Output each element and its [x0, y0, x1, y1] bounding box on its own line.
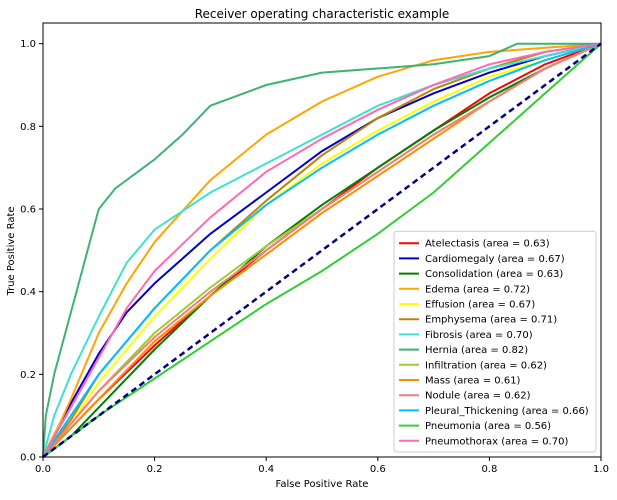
legend-entry-13: Pneumothorax (area = 0.70) — [425, 436, 568, 447]
legend-entry-3: Edema (area = 0.72) — [425, 284, 530, 295]
reference-diagonal-line — [42, 42, 602, 459]
roc-line-11 — [42, 42, 602, 458]
x-tick-label-1: 0.2 — [147, 464, 163, 475]
roc-line-1 — [42, 42, 602, 458]
chart-title: Receiver operating characteristic exampl… — [195, 7, 450, 21]
x-tick-label-0: 0.0 — [35, 464, 51, 475]
x-tick-label-5: 1.0 — [593, 464, 609, 475]
y-axis-label: True Positive Rate — [6, 206, 17, 296]
legend-entry-12: Pneumonia (area = 0.56) — [425, 421, 551, 432]
x-axis-label: False Positive Rate — [276, 479, 369, 490]
axes: 0.0 0.2 0.4 0.6 0.8 1.0 0.0 0.2 0.4 0.6 0.8 1.0 — [20, 22, 609, 475]
legend-entry-8: Infiltration (area = 0.62) — [425, 360, 547, 371]
y-tick-label-2: 0.4 — [20, 287, 36, 298]
y-tick-label-0: 0.0 — [20, 453, 36, 464]
y-tick-label-1: 0.2 — [20, 370, 36, 381]
legend-entry-2: Consolidation (area = 0.63) — [425, 269, 563, 280]
legend-entry-11: Pleural_Thickening (area = 0.66) — [425, 406, 589, 417]
legend-entry-7: Hernia (area = 0.82) — [425, 345, 528, 356]
x-tick-label-2: 0.4 — [258, 464, 274, 475]
roc-line-13 — [42, 42, 602, 458]
y-tick-label-3: 0.6 — [20, 205, 36, 216]
roc-line-2 — [42, 42, 602, 458]
roc-line-6 — [42, 42, 602, 458]
legend-entry-4: Effusion (area = 0.67) — [425, 300, 535, 311]
roc-line-7 — [42, 42, 601, 458]
y-tick-label-5: 1.0 — [20, 39, 36, 50]
roc-line-4 — [42, 42, 602, 458]
x-tick-label-4: 0.8 — [481, 464, 497, 475]
x-tick-label-3: 0.6 — [370, 464, 386, 475]
axes-frame — [42, 22, 602, 458]
roc-line-10 — [42, 42, 602, 458]
roc-line-3 — [42, 42, 602, 458]
legend-entry-1: Cardiomegaly (area = 0.67) — [425, 254, 565, 265]
legend-entry-10: Nodule (area = 0.62) — [425, 391, 531, 402]
legend-entry-0: Atelectasis (area = 0.63) — [425, 239, 550, 250]
legend: Atelectasis (area = 0.63) Cardiomegaly (a… — [393, 230, 597, 453]
legend-entry-5: Emphysema (area = 0.71) — [425, 315, 557, 326]
legend-entry-6: Fibrosis (area = 0.70) — [425, 330, 533, 341]
legend-box — [393, 230, 597, 453]
legend-entry-9: Mass (area = 0.61) — [425, 376, 521, 387]
y-tick-label-4: 0.8 — [20, 122, 36, 133]
plot-area — [42, 42, 602, 459]
